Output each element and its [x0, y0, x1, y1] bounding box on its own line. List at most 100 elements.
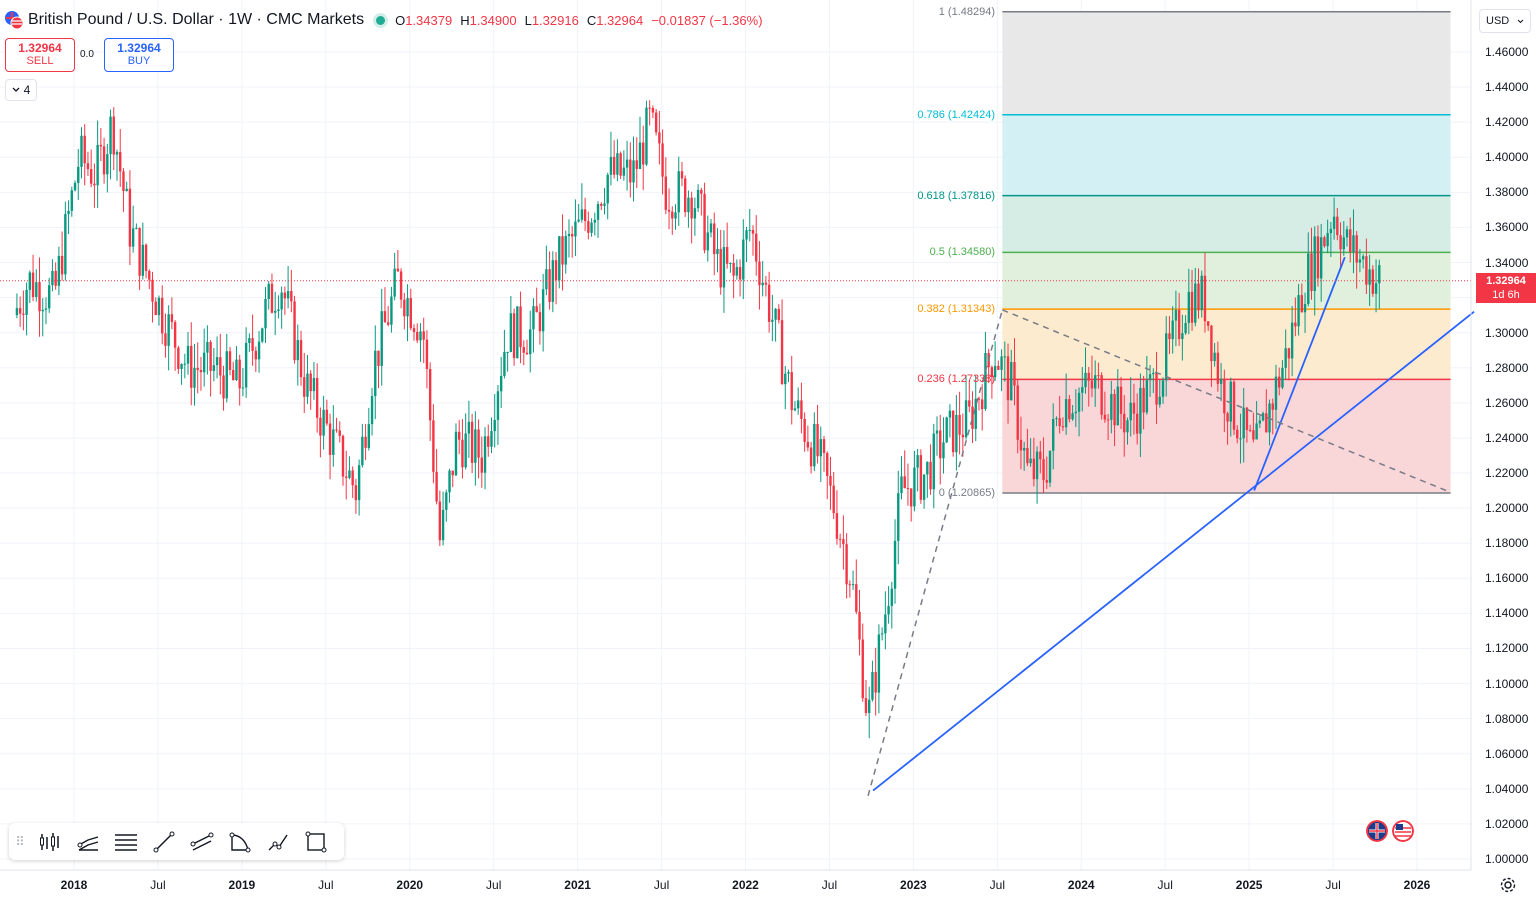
candles: [15, 100, 1381, 739]
candle-body: [635, 160, 638, 169]
candle-body: [1019, 439, 1023, 451]
dashed-trendline[interactable]: [867, 309, 1004, 797]
candle-body: [884, 614, 887, 634]
candle-body: [1265, 413, 1268, 433]
candle-body: [112, 116, 115, 155]
candle-body: [590, 222, 593, 233]
candle-body: [96, 144, 99, 186]
fib-level-label: 0.382 (1.31343): [917, 303, 995, 316]
candle-body: [435, 471, 438, 502]
candle-body: [1022, 448, 1026, 451]
candle-body: [241, 387, 245, 389]
candle-body: [232, 369, 235, 381]
candle-body: [335, 429, 338, 431]
candle-body: [470, 421, 474, 463]
trendline-icon[interactable]: [145, 827, 183, 857]
horizontal-lines-icon[interactable]: [107, 827, 145, 857]
candle-body: [868, 699, 871, 714]
drag-handle-icon[interactable]: ⠿: [15, 833, 25, 849]
candle-body: [948, 410, 952, 418]
candle-body: [25, 289, 28, 315]
candle-body: [696, 189, 700, 209]
candle-body: [493, 419, 496, 432]
trendline[interactable]: [872, 310, 1475, 792]
candle-body: [1174, 310, 1178, 321]
candle-body: [328, 423, 332, 455]
candle-body: [522, 347, 525, 353]
price-tick-label: 1.26000: [1485, 395, 1529, 410]
candle-body: [235, 359, 238, 381]
dashed-trendline[interactable]: [1002, 309, 1451, 494]
candle-body: [603, 203, 606, 206]
candle-body: [625, 159, 629, 168]
us-event-flag-icon[interactable]: [1392, 820, 1415, 842]
candle-body: [838, 538, 842, 540]
candle-body: [390, 296, 393, 325]
candle-body: [541, 289, 545, 332]
candle-body: [1213, 352, 1216, 362]
candle-body: [596, 204, 600, 220]
candle-body: [273, 311, 277, 313]
candle-body: [448, 470, 451, 493]
candle-body: [403, 299, 406, 317]
settings-gear-icon[interactable]: [1499, 876, 1517, 894]
price-tick-label: 1.16000: [1485, 571, 1529, 586]
ohlc-low-key: L: [524, 12, 532, 28]
trend-channel-icon[interactable]: [69, 827, 107, 857]
candle-body: [51, 270, 54, 286]
candle-body: [251, 338, 254, 351]
fib-level-label: 1 (1.48294): [938, 5, 995, 18]
candle-body: [225, 351, 228, 399]
candle-body: [1223, 378, 1226, 414]
candle-body: [164, 333, 167, 346]
candle-body: [1148, 374, 1152, 381]
candle-body: [1052, 419, 1055, 451]
candle-body: [1110, 394, 1113, 420]
candle-body: [1339, 235, 1342, 250]
candles-tool-icon[interactable]: [31, 827, 69, 857]
candle-body: [345, 476, 348, 478]
parallel-channel-icon[interactable]: [183, 827, 221, 857]
candle-body: [664, 176, 668, 210]
candle-body: [1077, 392, 1081, 412]
candle-body: [509, 313, 513, 352]
candle-body: [1135, 413, 1139, 434]
rectangle-tool-icon[interactable]: [297, 827, 335, 857]
candle-body: [202, 352, 206, 373]
buy-button[interactable]: 1.32964 BUY: [104, 38, 174, 72]
trendline[interactable]: [1253, 256, 1346, 491]
candle-body: [286, 291, 290, 299]
candle-body: [645, 107, 648, 165]
candle-body: [115, 151, 119, 155]
sell-button[interactable]: 1.32964 SELL: [5, 38, 75, 72]
candle-body: [1294, 322, 1297, 327]
candle-body: [629, 159, 632, 183]
price-tick-label: 1.24000: [1485, 430, 1529, 445]
time-tick-label: 2018: [60, 878, 88, 892]
price-tick-label: 1.42000: [1485, 115, 1529, 130]
candle-body: [28, 272, 32, 290]
candle-body: [296, 340, 299, 361]
fib-level-label: 0.236 (1.27338): [917, 373, 995, 386]
symbol-title[interactable]: British Pound / U.S. Dollar · 1W · CMC M…: [28, 11, 365, 28]
candle-body: [1355, 235, 1358, 263]
candle-body: [1032, 458, 1036, 480]
uk-event-flag-icon[interactable]: [1366, 820, 1388, 842]
candle-body: [1271, 403, 1274, 410]
time-tick-label: 2023: [900, 878, 927, 892]
candle-body: [151, 279, 154, 302]
time-tick-label: Jul: [1157, 878, 1173, 892]
candle-body: [1216, 352, 1220, 384]
candle-body: [612, 156, 616, 175]
candle-body: [1316, 236, 1320, 279]
path-tool-icon[interactable]: [259, 827, 297, 857]
indicators-toggle[interactable]: 4: [5, 79, 37, 101]
candle-body: [1290, 322, 1294, 359]
currency-selector[interactable]: USD: [1479, 9, 1531, 33]
candle-body: [771, 319, 774, 322]
candle-body: [416, 332, 419, 341]
candle-body: [393, 268, 396, 297]
curve-tool-icon[interactable]: [221, 827, 259, 857]
candle-body: [942, 442, 945, 459]
